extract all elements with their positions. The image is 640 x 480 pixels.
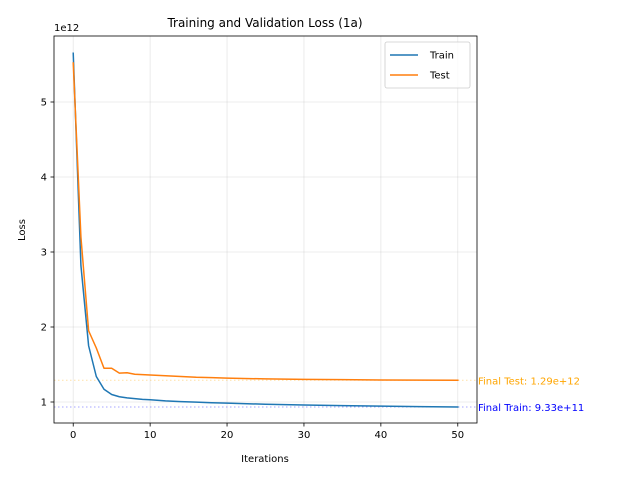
x-tick-label: 0 [70, 430, 76, 441]
reference-lines [54, 379, 477, 408]
legend-label: Train [429, 51, 454, 62]
x-axis-ticks: 0 10 20 30 40 50 [70, 423, 464, 441]
y-tick-label: 4 [41, 173, 47, 184]
reference-annotation: Final Test: 1.29e+12 [478, 376, 580, 387]
legend-box [384, 41, 471, 89]
chart-title: Training and Validation Loss (1a) [166, 16, 362, 30]
x-tick-label: 10 [144, 430, 157, 441]
x-tick-label: 40 [374, 430, 387, 441]
x-axis-label: Iterations [241, 454, 289, 465]
y-tick-label: 3 [41, 248, 47, 259]
annotations: Final Test: 1.29e+12 Final Train: 9.33e+1… [478, 376, 584, 414]
series-lines [72, 52, 459, 408]
y-tick-label: 1 [41, 398, 47, 409]
y-tick-label: 5 [41, 98, 47, 109]
series-line-test [72, 62, 459, 382]
grid [54, 36, 477, 423]
reference-annotation: Final Train: 9.33e+11 [478, 403, 584, 414]
series-line-train [72, 52, 459, 408]
y-tick-label: 2 [41, 323, 47, 334]
y-axis-ticks: 1 2 3 4 5 [41, 98, 54, 409]
x-tick-label: 50 [451, 430, 464, 441]
y-offset-label: 1e12 [54, 23, 79, 34]
y-axis-label: Loss [17, 219, 28, 241]
x-tick-label: 20 [221, 430, 234, 441]
x-tick-label: 30 [298, 430, 311, 441]
legend-label: Test [429, 71, 450, 82]
legend: Train Test [384, 41, 471, 89]
plot-frame [53, 35, 478, 424]
